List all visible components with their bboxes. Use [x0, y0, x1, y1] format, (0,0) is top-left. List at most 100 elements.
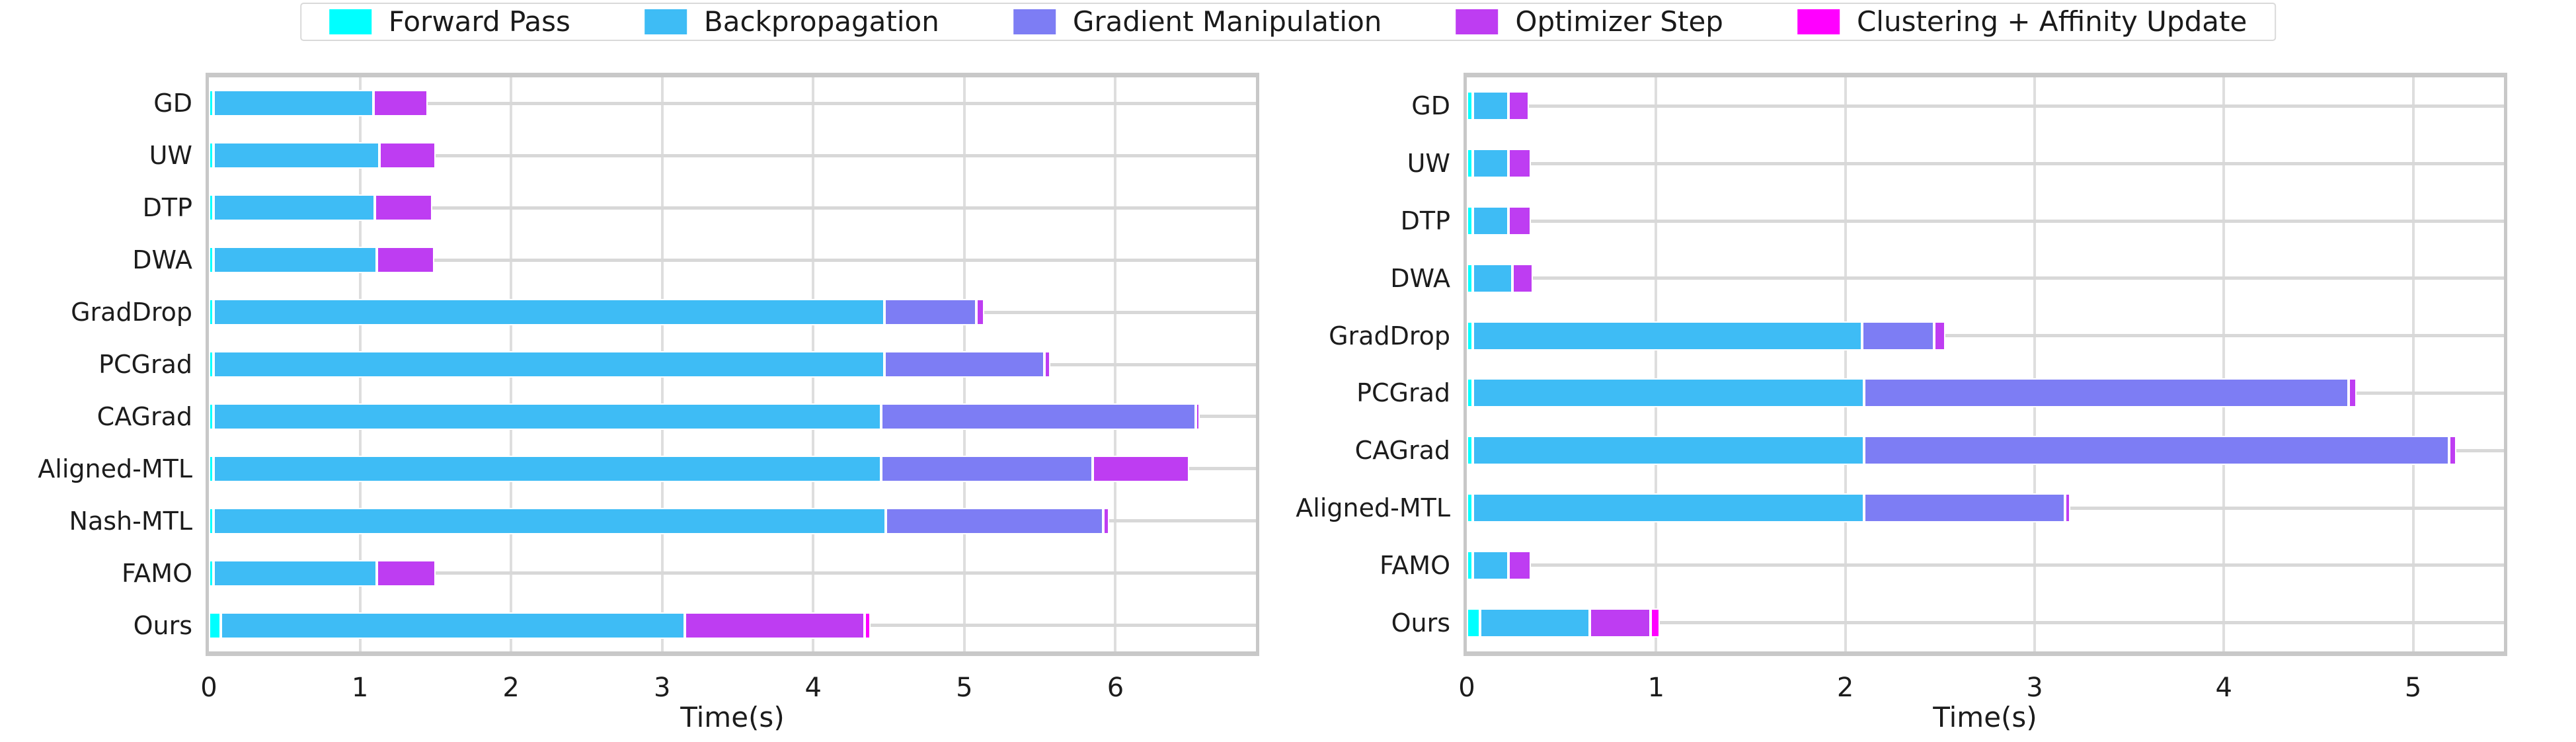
- bar-segment-gd-optimizer-step: [373, 90, 428, 117]
- bar-segment-dtp-optimizer-step: [375, 194, 433, 222]
- bar-segment-uw-optimizer-step: [379, 142, 436, 169]
- bar-segment-famo-optimizer-step: [376, 559, 436, 587]
- y-tick-label: PCGrad: [1356, 378, 1450, 408]
- bar-segment-aligned-mtl-backpropagation: [1472, 493, 1865, 522]
- bar-segment-pcgrad-forward-pass: [209, 351, 214, 378]
- right-plot-area: [1464, 73, 2507, 656]
- horizontal-gridline: [209, 258, 1256, 262]
- bar-segment-famo-forward-pass: [209, 559, 214, 587]
- bar-segment-graddrop-forward-pass: [1467, 321, 1473, 350]
- bar-segment-dwa-forward-pass: [1467, 263, 1473, 293]
- legend-item: Optimizer Step: [1456, 8, 1723, 36]
- bar-segment-pcgrad-optimizer-step: [1044, 351, 1051, 378]
- bar-segment-pcgrad-forward-pass: [1467, 378, 1473, 408]
- y-tick-label: CAGrad: [97, 401, 192, 431]
- y-tick-label: Ours: [133, 610, 192, 640]
- bar-segment-dtp-backpropagation: [213, 194, 375, 222]
- bar-segment-nash-mtl-optimizer-step: [1103, 507, 1110, 534]
- y-tick-label: PCGrad: [98, 350, 192, 379]
- legend: Forward Pass Backpropagation Gradient Mani…: [299, 3, 2277, 41]
- legend-item-label: Optimizer Step: [1515, 5, 1723, 38]
- bar-segment-uw-forward-pass: [1467, 149, 1473, 179]
- bar-segment-dwa-optimizer-step: [376, 247, 434, 274]
- bar-segment-aligned-mtl-optimizer-step: [1093, 455, 1190, 482]
- horizontal-gridline: [1467, 334, 2504, 338]
- bar-segment-cagrad-gradient-manipulation: [1864, 436, 2449, 466]
- horizontal-gridline: [1467, 219, 2504, 223]
- legend-item-label: Forward Pass: [388, 5, 570, 38]
- bar-segment-dwa-optimizer-step: [1512, 263, 1534, 293]
- bar-segment-graddrop-forward-pass: [209, 299, 214, 326]
- bar-segment-ours-optimizer-step: [1590, 608, 1651, 638]
- bar-segment-graddrop-backpropagation: [213, 299, 884, 326]
- bar-segment-pcgrad-gradient-manipulation: [1864, 378, 2349, 408]
- y-tick-label: CAGrad: [1354, 436, 1450, 466]
- bar-segment-graddrop-optimizer-step: [976, 299, 984, 326]
- x-tick-label: 1: [351, 673, 369, 703]
- bar-segment-dtp-backpropagation: [1472, 206, 1508, 235]
- bar-segment-ours-optimizer-step: [685, 612, 865, 639]
- x-tick-label: 3: [653, 673, 671, 703]
- horizontal-gridline: [1467, 161, 2504, 165]
- bar-segment-ours-backpropagation: [221, 612, 685, 639]
- bar-segment-aligned-mtl-forward-pass: [209, 455, 214, 482]
- legend-item: Forward Pass: [329, 8, 570, 36]
- x-tick-label: 5: [2404, 673, 2422, 703]
- bar-segment-famo-optimizer-step: [1508, 550, 1532, 580]
- bar-segment-pcgrad-backpropagation: [1472, 378, 1865, 408]
- bar-segment-aligned-mtl-optimizer-step: [2064, 493, 2071, 522]
- x-tick-label: 1: [1647, 673, 1665, 703]
- y-tick-label: Aligned-MTL: [1296, 493, 1450, 522]
- vertical-gridline: [1844, 77, 1847, 651]
- horizontal-gridline: [209, 571, 1256, 575]
- bar-segment-ours-clustering-affinity-update: [1650, 608, 1660, 638]
- horizontal-gridline: [209, 101, 1256, 105]
- y-tick-label: FAMO: [121, 558, 192, 588]
- bar-segment-dtp-forward-pass: [209, 194, 214, 222]
- bar-segment-nash-mtl-forward-pass: [209, 507, 214, 534]
- x-axis-label: Time(s): [1933, 701, 2037, 733]
- bar-segment-graddrop-gradient-manipulation: [884, 299, 977, 326]
- y-tick-label: DWA: [1390, 263, 1450, 293]
- y-tick-label: DWA: [132, 245, 192, 275]
- bar-segment-aligned-mtl-forward-pass: [1467, 493, 1473, 522]
- x-tick-label: 4: [804, 673, 822, 703]
- horizontal-gridline: [209, 206, 1256, 210]
- bar-segment-ours-forward-pass: [209, 612, 221, 639]
- bar-segment-nash-mtl-backpropagation: [213, 507, 886, 534]
- legend-item: Gradient Manipulation: [1013, 8, 1382, 36]
- bar-segment-uw-backpropagation: [213, 142, 380, 169]
- bar-segment-cagrad-optimizer-step: [1195, 403, 1200, 430]
- vertical-gridline: [1655, 77, 1658, 651]
- bar-segment-gd-forward-pass: [1467, 91, 1473, 121]
- x-tick-label: 0: [1458, 673, 1475, 703]
- bar-segment-pcgrad-optimizer-step: [2349, 378, 2357, 408]
- vertical-gridline: [2222, 77, 2226, 651]
- bar-segment-cagrad-backpropagation: [1472, 436, 1865, 466]
- bar-segment-uw-optimizer-step: [1508, 149, 1532, 179]
- y-tick-label: GD: [1411, 91, 1450, 121]
- bar-segment-gd-forward-pass: [209, 90, 214, 117]
- bar-segment-ours-backpropagation: [1480, 608, 1590, 638]
- bar-segment-cagrad-forward-pass: [1467, 436, 1473, 466]
- x-tick-label: 6: [1107, 673, 1124, 703]
- x-tick-label: 5: [956, 673, 973, 703]
- bar-segment-dtp-optimizer-step: [1508, 206, 1532, 235]
- legend-swatch-icon: [1797, 9, 1840, 34]
- x-tick-label: 3: [2026, 673, 2043, 703]
- bar-segment-nash-mtl-gradient-manipulation: [886, 507, 1104, 534]
- legend-item: Clustering + Affinity Update: [1797, 8, 2247, 36]
- bar-segment-gd-optimizer-step: [1508, 91, 1530, 121]
- bar-segment-aligned-mtl-backpropagation: [213, 455, 882, 482]
- legend-item-label: Clustering + Affinity Update: [1856, 5, 2247, 38]
- bar-segment-famo-backpropagation: [1472, 550, 1508, 580]
- x-tick-label: 0: [200, 673, 217, 703]
- legend-swatch-icon: [644, 9, 687, 34]
- bar-segment-graddrop-backpropagation: [1472, 321, 1863, 350]
- bar-segment-aligned-mtl-gradient-manipulation: [881, 455, 1093, 482]
- y-tick-label: Aligned-MTL: [38, 454, 192, 483]
- left-plot-area: [206, 73, 1259, 656]
- y-tick-label: UW: [149, 141, 192, 171]
- bar-segment-uw-forward-pass: [209, 142, 214, 169]
